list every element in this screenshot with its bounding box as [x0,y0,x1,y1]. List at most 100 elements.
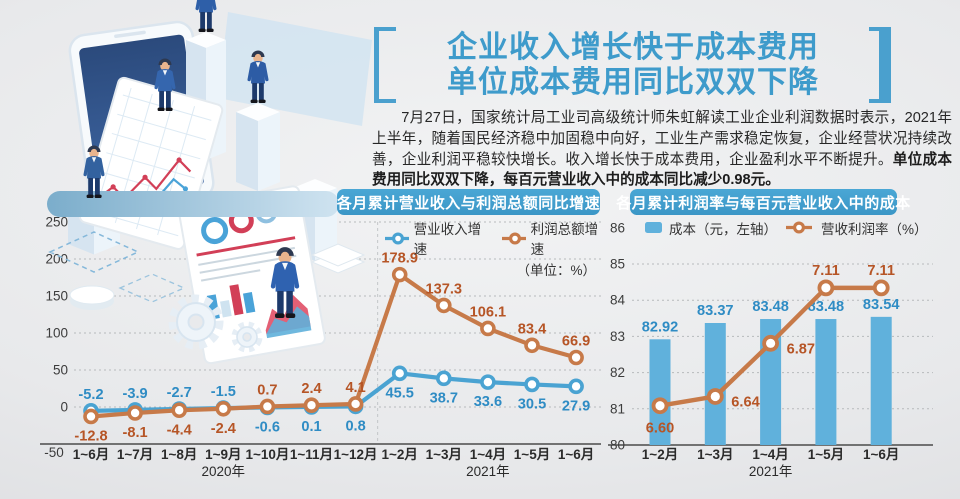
podium-column [186,32,226,160]
right-chart-banner: 各月累计利润率与每百元营业收入中的成本 [616,189,910,215]
svg-text:1~6月: 1~6月 [73,447,109,462]
svg-text:81: 81 [610,401,625,416]
svg-text:-12.8: -12.8 [74,428,107,444]
svg-text:1~3月: 1~3月 [697,447,733,462]
svg-text:1~5月: 1~5月 [808,447,844,462]
profit-rate-line [651,279,890,415]
svg-text:84: 84 [610,293,626,308]
podium-column [144,111,186,203]
podium-column [236,103,280,191]
person-figure [83,145,105,200]
svg-text:83.48: 83.48 [752,299,789,315]
svg-text:6.64: 6.64 [731,394,760,410]
svg-text:1~2月: 1~2月 [381,447,417,462]
svg-text:2021年: 2021年 [466,464,510,479]
intro-text: 7月27日，国家统计局工业司高级统计师朱虹解读工业企业利润数据时表示，2021年… [372,110,952,168]
svg-text:86: 86 [610,220,625,235]
svg-text:0: 0 [60,400,68,415]
svg-text:0.7: 0.7 [257,382,277,398]
svg-text:0.8: 0.8 [345,418,365,434]
svg-text:1~6月: 1~6月 [863,447,899,462]
svg-text:1~2月: 1~2月 [642,447,678,462]
legend-label: 利润总额增速 [530,222,599,257]
line-marker-icon [502,231,526,245]
legend-label: 成本（元，左轴） [669,221,777,237]
svg-text:83: 83 [610,329,625,344]
svg-text:1~4月: 1~4月 [470,447,506,462]
svg-text:137.3: 137.3 [426,281,463,297]
svg-text:1~9月: 1~9月 [205,447,241,462]
svg-text:200: 200 [45,252,68,267]
svg-text:38.7: 38.7 [430,390,458,406]
title-line-1: 企业收入增长快于成本费用 [447,31,819,64]
legend-label: 营业收入增速 [413,222,482,257]
svg-text:106.1: 106.1 [470,304,507,320]
svg-text:-1.5: -1.5 [211,384,236,400]
svg-text:2021年: 2021年 [749,464,793,479]
svg-text:1~12月: 1~12月 [334,447,378,462]
smartphone-illustration [68,20,215,213]
svg-text:-50: -50 [44,445,64,460]
svg-text:83.48: 83.48 [808,299,845,315]
svg-text:50: 50 [53,363,68,378]
svg-text:1~10月: 1~10月 [245,447,289,462]
svg-text:1~11月: 1~11月 [290,447,333,462]
svg-text:-3.9: -3.9 [123,386,148,402]
svg-text:4.1: 4.1 [345,380,365,396]
intro-text-bold: 单位成本费用同比双双下降，每百元营业收入中的成本同比减少0.98元。 [372,151,952,189]
legend-item-profit: 利润总额增速 [500,218,600,258]
svg-text:30.5: 30.5 [518,396,546,412]
page-title: 企业收入增长快于成本费用 单位成本费用同比双双下降 [402,30,864,100]
svg-text:2020年: 2020年 [202,464,246,479]
legend-item-revenue: 营业收入增速 [383,218,483,258]
left-chart-banner: 各月累计营业收入与利润总额同比增速 [337,189,600,215]
person-figure [247,50,269,105]
svg-text:80: 80 [610,438,625,453]
svg-text:-4.4: -4.4 [167,422,193,438]
right-chart-cost-and-margin: 86 85 84 83 82 81 80 1~2月 1~3月 1~4月 1~5月 1~6月 2021年 8… [608,220,933,479]
svg-text:83.4: 83.4 [518,321,547,337]
svg-text:-2.4: -2.4 [211,421,237,437]
right-chart-legend: 成本（元，左轴） 营收利润率（%） [645,219,928,237]
title-bracket-right-icon [869,27,891,103]
svg-text:83.37: 83.37 [697,303,734,319]
svg-text:1~5月: 1~5月 [514,447,550,462]
svg-text:1~4月: 1~4月 [752,447,788,462]
title-line-2: 单位成本费用同比双双下降 [447,66,819,99]
series-利润总额增速 [83,266,584,425]
svg-text:7.11: 7.11 [867,263,895,279]
bar-swatch-icon [645,222,662,233]
svg-text:2.4: 2.4 [301,381,322,397]
svg-text:85: 85 [610,257,625,272]
cost-bars [649,316,892,445]
svg-text:83.54: 83.54 [863,297,900,313]
svg-text:6.87: 6.87 [787,341,815,357]
svg-text:250: 250 [45,215,68,230]
presentation-board [218,12,372,126]
person-figure [195,0,217,34]
svg-text:66.9: 66.9 [562,333,590,349]
svg-text:-0.6: -0.6 [255,419,280,435]
svg-text:100: 100 [45,326,68,341]
title-bracket-left-icon [374,27,396,103]
svg-text:6.60: 6.60 [646,421,674,437]
svg-text:0.1: 0.1 [301,419,321,435]
svg-text:27.9: 27.9 [562,398,590,414]
person-figure [154,58,176,113]
svg-text:1~7月: 1~7月 [117,447,153,462]
svg-text:150: 150 [45,289,68,304]
left-chart-legend: 营业收入增速 利润总额增速 （单位：%） [383,218,600,279]
svg-text:1~3月: 1~3月 [426,447,462,462]
svg-text:1~8月: 1~8月 [161,447,197,462]
svg-text:82.92: 82.92 [642,319,679,335]
svg-text:-2.7: -2.7 [167,385,192,401]
svg-text:45.5: 45.5 [385,385,413,401]
line-marker-icon [786,221,812,234]
svg-text:33.6: 33.6 [474,394,502,410]
svg-text:178.9: 178.9 [381,251,418,267]
svg-text:-8.1: -8.1 [123,425,148,441]
svg-text:-5.2: -5.2 [78,387,103,403]
intro-paragraph: 7月27日，国家统计局工业司高级统计师朱虹解读工业企业利润数据时表示，2021年… [372,108,952,191]
